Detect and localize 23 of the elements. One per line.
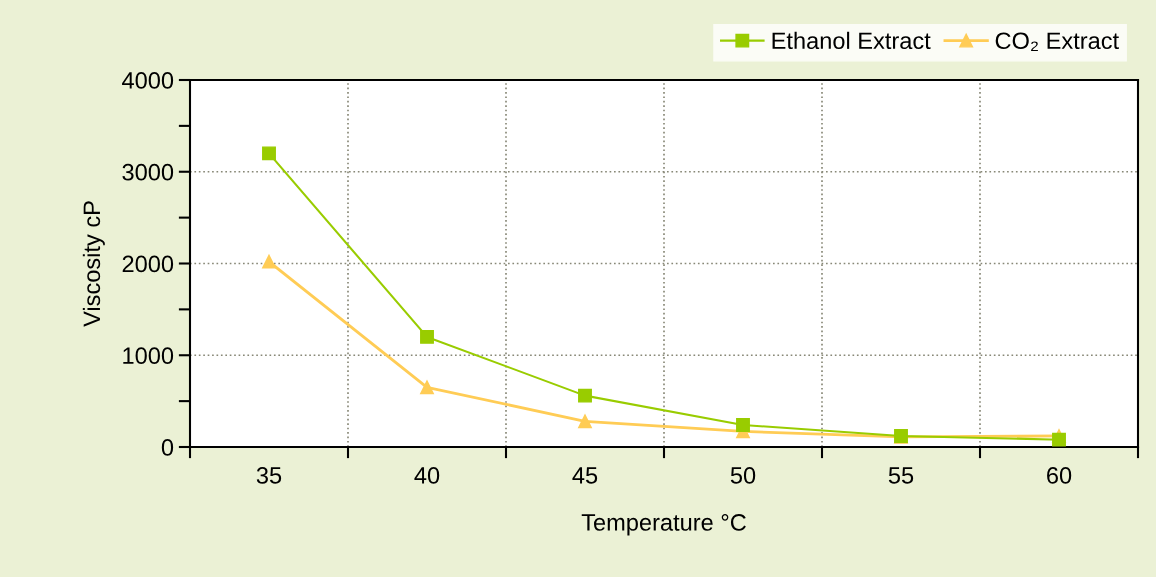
point bbox=[1052, 432, 1066, 447]
x-tick-label: 50 bbox=[730, 467, 756, 484]
x-tick-label: 35 bbox=[256, 467, 282, 484]
x-tick-label: 40 bbox=[414, 467, 440, 484]
x-tick-label: 45 bbox=[572, 467, 598, 484]
y-tick-label: 4000 bbox=[122, 72, 174, 89]
point bbox=[420, 380, 434, 395]
point bbox=[262, 146, 276, 161]
y-tick-label: 1000 bbox=[123, 347, 174, 365]
y-tick-label: 2000 bbox=[122, 255, 174, 273]
y-tick-label: 0 bbox=[161, 439, 174, 456]
y-axis-title: Viscosity cP bbox=[82, 201, 105, 327]
x-tick-label: 55 bbox=[888, 467, 914, 484]
point bbox=[736, 418, 750, 432]
y-tick-label: 3000 bbox=[122, 163, 174, 181]
x-axis-title: Temperature °C bbox=[581, 514, 746, 536]
legend-label: CO₂ Extract bbox=[995, 32, 1119, 51]
point bbox=[420, 329, 434, 344]
x-tick-label: 60 bbox=[1047, 467, 1072, 484]
point bbox=[578, 414, 592, 429]
point bbox=[262, 254, 276, 269]
legend-label: Ethanol Extract bbox=[772, 31, 931, 50]
point bbox=[578, 388, 592, 403]
